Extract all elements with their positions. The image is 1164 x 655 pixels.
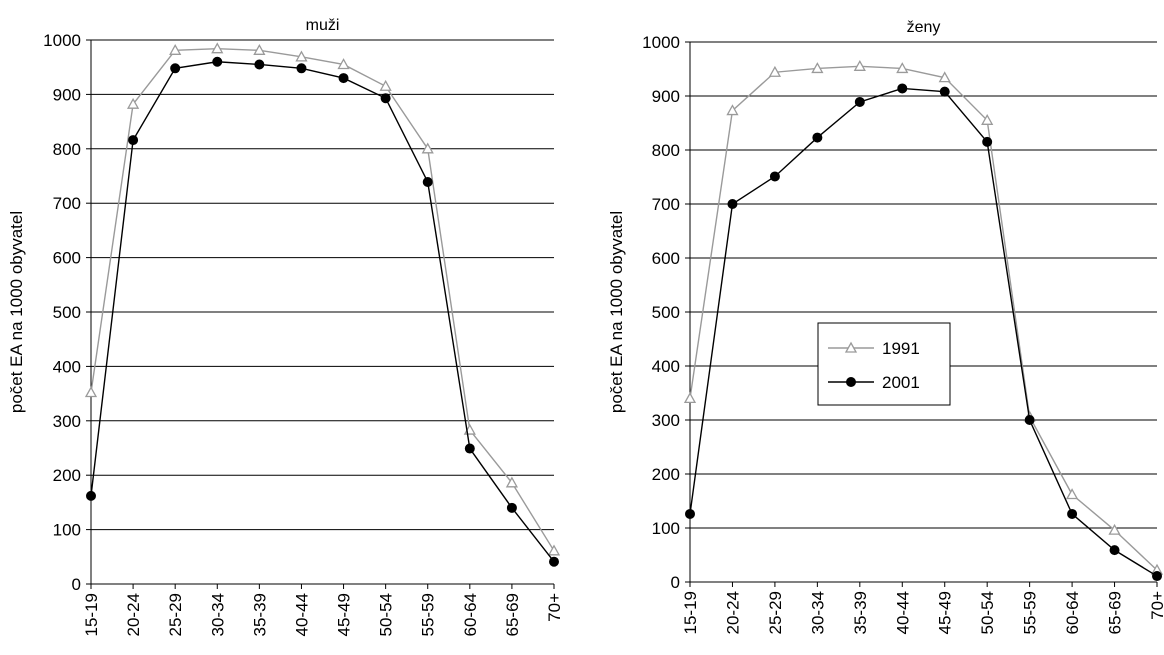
chart-title: muži (306, 17, 340, 34)
y-tick-label: 600 (53, 249, 81, 268)
data-point-1991 (549, 546, 559, 555)
data-point-2001 (770, 172, 779, 181)
data-point-2001 (507, 503, 516, 512)
x-tick-label: 20-24 (124, 593, 143, 636)
x-tick-label: 65-69 (503, 593, 522, 636)
y-tick-label: 900 (53, 85, 81, 104)
data-point-2001 (381, 94, 390, 103)
data-point-2001 (686, 509, 695, 518)
x-tick-label: 65-69 (1106, 591, 1125, 634)
y-tick-label: 500 (53, 303, 81, 322)
legend: 1991 2001 (818, 323, 950, 405)
data-point-2001 (813, 133, 822, 142)
x-tick-label: 15-19 (681, 591, 700, 634)
x-tick-label: 45-49 (335, 593, 354, 636)
legend-label-2001: 2001 (882, 373, 920, 392)
y-tick-label: 300 (652, 411, 680, 430)
y-tick-label: 700 (652, 195, 680, 214)
data-point-2001 (1025, 416, 1034, 425)
y-tick-label: 600 (652, 249, 680, 268)
data-point-2001 (171, 64, 180, 73)
data-point-2001 (255, 60, 264, 69)
x-tick-label: 60-64 (1063, 591, 1082, 634)
chart-zeny: ženy 0 100 200 300 400 500 600 700 800 900 1000 15-1… (607, 19, 1164, 634)
data-point-2001 (423, 177, 432, 186)
data-point-2001 (129, 136, 138, 145)
y-tick-label: 100 (652, 519, 680, 538)
data-point-2001 (983, 137, 992, 146)
data-point-2001 (1110, 546, 1119, 555)
x-tick-label: 55-59 (419, 593, 438, 636)
data-point-2001 (1153, 572, 1162, 581)
y-axis-label: počet EA na 1000 obyvatel (607, 211, 626, 413)
x-tick-label: 40-44 (292, 593, 311, 636)
data-point-2001 (1068, 509, 1077, 518)
data-point-2001 (339, 74, 348, 83)
x-tick-label: 35-39 (250, 593, 269, 636)
legend-label-1991: 1991 (882, 339, 920, 358)
y-tick-label: 100 (53, 521, 81, 540)
data-point-2001 (940, 87, 949, 96)
y-tick-label: 0 (72, 575, 81, 594)
y-tick-label: 1000 (43, 31, 81, 50)
x-tick-label: 60-64 (461, 593, 480, 636)
x-tick-label: 55-59 (1021, 591, 1040, 634)
legend-marker-2001 (847, 378, 856, 387)
data-point-1991 (685, 393, 695, 402)
y-tick-label: 200 (652, 465, 680, 484)
x-tick-label: 20-24 (723, 591, 742, 634)
y-tick-label: 1000 (642, 33, 680, 52)
data-point-1991 (381, 81, 391, 90)
series-line-1991 (690, 66, 1157, 570)
x-tick-label: 70+ (1148, 591, 1164, 620)
x-tick-label: 50-54 (978, 591, 997, 634)
data-point-2001 (465, 444, 474, 453)
y-tick-label: 0 (671, 573, 680, 592)
x-tick-label: 30-34 (808, 591, 827, 634)
x-tick-label: 35-39 (851, 591, 870, 634)
legend-box (818, 323, 950, 405)
data-point-2001 (213, 57, 222, 66)
y-tick-label: 800 (652, 141, 680, 160)
data-point-1991 (86, 388, 96, 397)
y-axis-label: počet EA na 1000 obyvatel (7, 211, 26, 413)
data-point-2001 (297, 64, 306, 73)
data-point-2001 (898, 84, 907, 93)
y-tick-label: 500 (652, 303, 680, 322)
x-tick-label: 25-29 (766, 591, 785, 634)
y-tick-label: 400 (652, 357, 680, 376)
x-tick-label: 70+ (545, 593, 564, 622)
x-tick-label: 50-54 (377, 593, 396, 636)
y-tick-label: 700 (53, 194, 81, 213)
data-point-2001 (855, 97, 864, 106)
x-tick-label: 15-19 (82, 593, 101, 636)
y-tick-label: 400 (53, 357, 81, 376)
x-tick-label: 45-49 (936, 591, 955, 634)
chart-title: ženy (907, 19, 941, 36)
y-tick-label: 300 (53, 412, 81, 431)
data-point-2001 (87, 491, 96, 500)
x-tick-label: 25-29 (166, 593, 185, 636)
y-tick-label: 900 (652, 87, 680, 106)
data-point-2001 (728, 200, 737, 209)
data-point-2001 (550, 557, 559, 566)
data-point-1991 (1067, 490, 1077, 499)
y-tick-label: 200 (53, 466, 81, 485)
chart-muzi: muži 0 100 200 300 400 500 600 700 800 900 1000 15-1… (7, 17, 564, 636)
y-tick-label: 800 (53, 140, 81, 159)
x-tick-label: 40-44 (893, 591, 912, 634)
x-tick-label: 30-34 (208, 593, 227, 636)
